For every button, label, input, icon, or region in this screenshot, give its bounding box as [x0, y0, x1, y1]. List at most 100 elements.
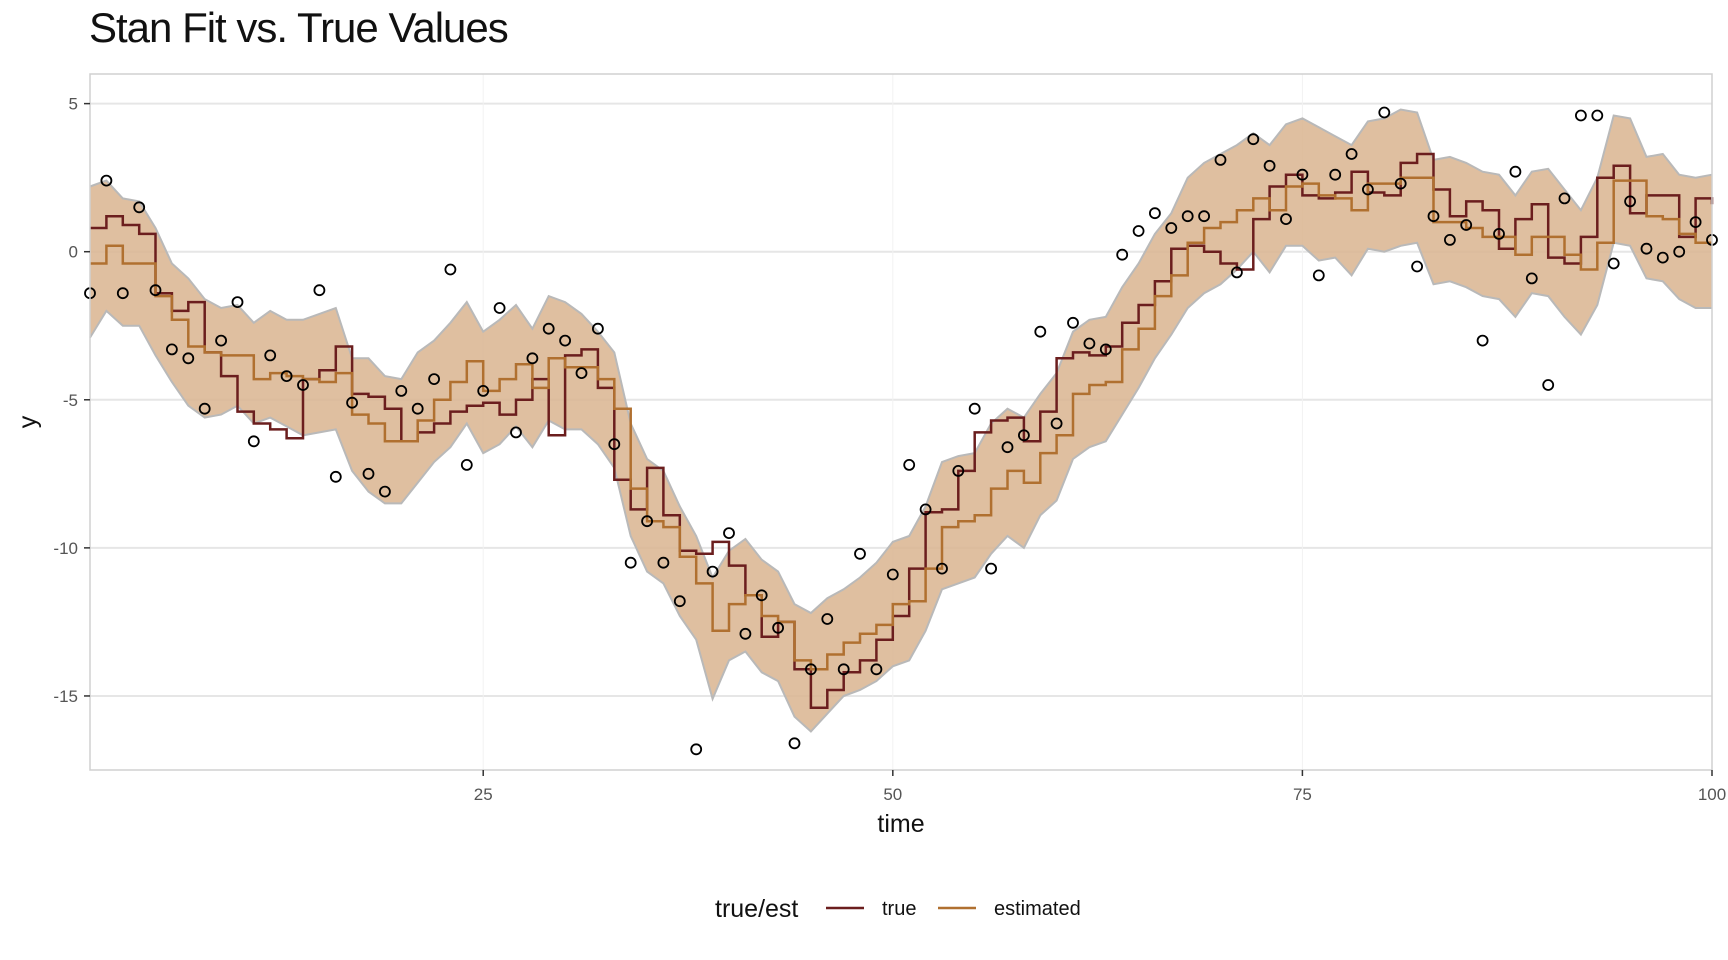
observed-point [952, 464, 965, 477]
observed-point [1460, 219, 1473, 231]
observed-point [460, 458, 473, 471]
interval-lower-edge [89, 241, 1712, 733]
observed-point [428, 373, 441, 386]
observed-point [575, 367, 588, 380]
observed-point [1312, 269, 1325, 282]
y-tick-label: 5 [69, 95, 78, 114]
observed-point [559, 334, 571, 347]
observed-point [395, 384, 408, 397]
observed-point [100, 174, 113, 187]
observed-point [608, 438, 621, 451]
observed-point [1411, 260, 1423, 273]
observed-point [1001, 441, 1014, 454]
interval-upper-edge [89, 108, 1713, 615]
observed-point [1198, 210, 1210, 223]
observed-point [329, 470, 342, 483]
observed-point [903, 458, 916, 471]
observed-point [411, 402, 424, 415]
estimated-series-line [90, 176, 1712, 671]
panel-border [89, 73, 1713, 771]
observed-point [870, 663, 883, 676]
observed-point [510, 426, 522, 439]
observed-point [657, 556, 670, 569]
observed-point [690, 743, 703, 756]
observed-point [1394, 177, 1407, 190]
observed-point [1329, 168, 1342, 181]
observed-point [592, 322, 604, 335]
observed-point [280, 370, 293, 383]
observed-point [788, 737, 801, 750]
observed-point [1018, 429, 1030, 442]
observed-point [1378, 106, 1391, 119]
series-lines-layer [90, 152, 1714, 710]
observed-point [1444, 233, 1456, 246]
observed-point [755, 589, 768, 602]
observed-point [493, 302, 506, 314]
observed-point [116, 287, 129, 300]
observed-point [1067, 316, 1079, 329]
observed-point [362, 467, 375, 480]
observed-point [1525, 272, 1538, 285]
observed-point [837, 663, 850, 676]
observed-point [673, 595, 686, 608]
observed-point [739, 627, 752, 640]
observed-point [968, 402, 981, 415]
observed-point [444, 263, 457, 276]
observed-point [313, 284, 326, 297]
observed-point [1280, 213, 1292, 226]
observed-point [1591, 109, 1604, 122]
observed-point [1493, 227, 1505, 240]
observed-point [1624, 195, 1636, 208]
x-tick-label: 25 [474, 785, 493, 804]
observed-point [542, 322, 555, 335]
observed-point [182, 352, 195, 365]
observed-point [1542, 379, 1555, 391]
observed-point [1116, 248, 1129, 261]
observed-point [1689, 216, 1702, 229]
observed-points-layer [84, 106, 1718, 756]
observed-point [1132, 225, 1145, 237]
observed-point [1476, 334, 1489, 347]
observed-point [706, 565, 719, 578]
observed-point [215, 334, 228, 347]
observed-point [1034, 325, 1047, 338]
observed-point [346, 396, 359, 409]
observed-point [1575, 109, 1587, 122]
y-tick-label: -5 [63, 391, 78, 410]
observed-point [378, 485, 391, 498]
observed-point [1083, 337, 1096, 350]
x-tick-label: 50 [883, 785, 902, 804]
observed-point [1362, 183, 1374, 196]
observed-point [149, 284, 162, 297]
y-tick-label: 0 [69, 243, 78, 262]
observed-point [723, 527, 735, 539]
observed-point [1640, 242, 1653, 255]
x-tick-label: 100 [1698, 785, 1726, 804]
observed-point [526, 352, 539, 365]
legend-title: true/est [715, 895, 798, 923]
observed-point [231, 296, 244, 309]
observed-point [1099, 343, 1112, 356]
observed-point [297, 379, 309, 391]
observed-point [1345, 148, 1358, 160]
observed-point [1231, 266, 1243, 279]
observed-point [198, 402, 211, 415]
y-axis-title: y [14, 415, 42, 428]
observed-point [772, 621, 784, 634]
legend: true/est true estimated [715, 895, 1081, 923]
observed-point [624, 556, 637, 569]
observed-point [1509, 165, 1522, 178]
observed-point [1607, 257, 1620, 270]
observed-point [1673, 245, 1686, 258]
observed-point [641, 515, 653, 528]
observed-point [1181, 210, 1194, 223]
interval-band [90, 109, 1712, 732]
observed-point [1263, 159, 1276, 172]
chart-title: Stan Fit vs. True Values [89, 4, 509, 51]
y-tick-label: -10 [53, 539, 78, 558]
observed-point [886, 568, 899, 581]
observed-point [919, 503, 932, 516]
observed-point [247, 435, 260, 448]
